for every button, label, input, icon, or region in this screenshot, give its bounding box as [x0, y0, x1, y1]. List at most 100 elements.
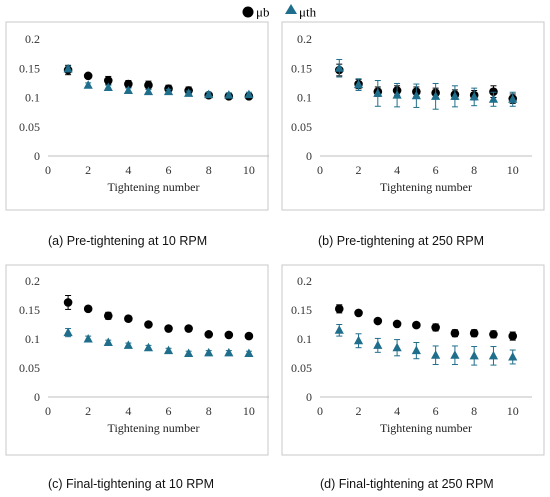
data-point-mu-b [124, 314, 133, 323]
data-point-mu-b [184, 324, 193, 333]
data-point-mu-b [412, 321, 421, 330]
caption-b: (b) Pre-tightening at 250 RPM [318, 234, 484, 248]
x-tick-label: 4 [125, 404, 131, 418]
y-tick-label: 0.05 [291, 120, 312, 134]
x-tick-label: 0 [317, 404, 323, 418]
data-point-mu-b [144, 320, 153, 329]
x-tick-label: 2 [85, 163, 91, 177]
caption-d: (d) Final-tightening at 250 RPM [320, 477, 494, 491]
data-point-mu-th [84, 80, 93, 89]
data-point-mu-b [470, 329, 479, 338]
x-tick-label: 0 [45, 404, 51, 418]
legend-mu-th-marker [285, 4, 297, 14]
y-tick-label: 0.1 [297, 332, 312, 346]
x-tick-label: 2 [356, 163, 362, 177]
x-tick-label: 10 [243, 163, 255, 177]
series-mu-b [335, 305, 517, 341]
data-point-mu-th [392, 343, 401, 352]
x-tick-label: 6 [433, 404, 439, 418]
y-tick-label: 0.05 [19, 120, 40, 134]
y-tick-label: 0.1 [25, 91, 40, 105]
data-point-mu-b [64, 298, 73, 307]
data-point-mu-th [470, 351, 479, 360]
data-point-mu-th [244, 349, 253, 358]
data-point-mu-th [204, 348, 213, 357]
data-point-mu-th [431, 350, 440, 359]
series-mu-th [63, 64, 253, 99]
data-point-mu-th [164, 346, 173, 355]
y-tick-label: 0.1 [25, 332, 40, 346]
x-tick-label: 2 [85, 404, 91, 418]
data-point-mu-th [224, 348, 233, 357]
series-mu-th [335, 325, 518, 366]
y-tick-label: 0.15 [291, 303, 312, 317]
chart-panel-b: 0 0.05 0.1 0.15 0.2 0 2 4 6 8 10 Tightening number [291, 32, 532, 194]
x-tick-label: 6 [166, 404, 172, 418]
y-tick-label: 0 [34, 149, 40, 163]
data-point-mu-b [204, 330, 213, 339]
x-tick-label: 6 [433, 163, 439, 177]
x-axis-label: Tightening number [380, 421, 472, 435]
data-point-mu-b [84, 305, 93, 314]
data-point-mu-th [63, 328, 72, 337]
data-point-mu-th [508, 352, 517, 361]
data-point-mu-th [124, 340, 133, 349]
x-tick-label: 0 [45, 163, 51, 177]
y-tick-label: 0.05 [291, 361, 312, 375]
x-tick-label: 4 [394, 163, 400, 177]
x-tick-label: 8 [471, 404, 477, 418]
data-point-mu-th [354, 336, 363, 345]
x-tick-label: 8 [471, 163, 477, 177]
y-tick-label: 0.15 [19, 61, 40, 75]
y-tick-label: 0.15 [291, 61, 312, 75]
x-tick-label: 10 [243, 404, 255, 418]
y-tick-label: 0 [306, 390, 312, 404]
x-tick-label: 6 [166, 163, 172, 177]
data-point-mu-th [104, 83, 113, 92]
chart-panel-d: 0 0.05 0.1 0.15 0.2 0 2 4 6 8 10 Tightening number [291, 274, 532, 435]
data-point-mu-b [508, 332, 517, 341]
series-mu-th [63, 328, 253, 357]
y-tick-label: 0 [306, 149, 312, 163]
x-tick-label: 4 [394, 404, 400, 418]
legend-mu-b-marker [243, 7, 254, 18]
series-mu-b [64, 65, 253, 100]
y-tick-label: 0.05 [19, 361, 40, 375]
data-point-mu-b [225, 331, 234, 340]
data-point-mu-th [489, 351, 498, 360]
data-point-mu-th [373, 340, 382, 349]
x-tick-label: 10 [507, 404, 519, 418]
data-point-mu-th [335, 325, 344, 334]
data-point-mu-b [245, 332, 254, 341]
caption-a: (a) Pre-tightening at 10 RPM [48, 234, 207, 248]
y-tick-label: 0.2 [297, 32, 312, 46]
data-point-mu-b [393, 320, 402, 329]
data-point-mu-th [412, 346, 421, 355]
x-axis-label: Tightening number [380, 180, 472, 194]
data-point-mu-b [84, 72, 93, 81]
data-point-mu-b [489, 330, 498, 339]
y-tick-label: 0.15 [19, 303, 40, 317]
data-point-mu-b [431, 323, 440, 332]
data-point-mu-b [335, 305, 344, 314]
caption-c: (c) Final-tightening at 10 RPM [48, 477, 214, 491]
chart-panel-c: 00.050.10.150.20 2 4 6 8 10Tightening number [19, 274, 269, 435]
y-tick-label: 0.2 [25, 274, 40, 288]
data-point-mu-th [489, 94, 498, 103]
series-mu-b [64, 296, 253, 341]
data-point-mu-b [104, 312, 113, 321]
x-axis-label: Tightening number [108, 421, 200, 435]
x-tick-label: 0 [317, 163, 323, 177]
x-tick-label: 10 [507, 163, 519, 177]
legend-mu-b-label: μb [256, 5, 269, 20]
chart-panel-a: 00.050.10.150.20 2 4 6 8 10Tightening number [19, 32, 269, 194]
y-tick-label: 0.2 [25, 32, 40, 46]
x-tick-label: 2 [356, 404, 362, 418]
data-point-mu-th [450, 350, 459, 359]
y-tick-label: 0.1 [297, 91, 312, 105]
data-point-mu-b [451, 329, 460, 338]
legend: μb μth [243, 4, 317, 20]
x-tick-label: 8 [206, 404, 212, 418]
data-point-mu-b [354, 309, 363, 318]
